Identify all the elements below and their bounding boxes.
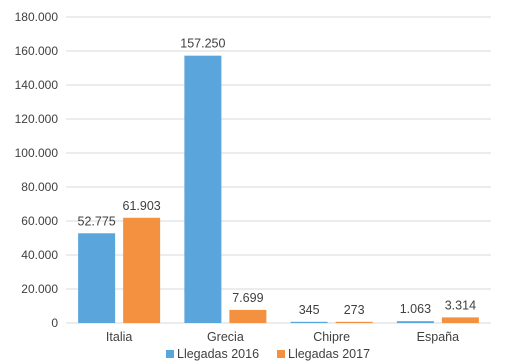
bar-chipre-1 [290,321,328,323]
x-category-label: Italia [106,330,132,344]
data-label: 3.314 [445,298,476,312]
bar-italia-1 [78,233,116,323]
data-label: 345 [299,303,320,317]
legend: Llegadas 2016 Llegadas 2017 [166,347,370,361]
bar-espaa-1 [396,321,434,323]
data-label: 7.699 [232,291,263,305]
y-tick-label: 120.000 [15,112,59,126]
y-tick-label: 0 [51,316,58,330]
y-tick-label: 140.000 [15,78,59,92]
bar-espaa-2 [441,317,479,323]
data-label: 52.775 [78,214,116,228]
x-category-label: España [417,330,459,344]
y-tick-label: 60.000 [21,214,58,228]
y-tick-label: 40.000 [21,248,58,262]
y-axis-tick-labels: 0 20.000 40.000 60.000 80.000 100.000 120.000 1… [15,10,59,330]
data-label: 273 [344,303,365,317]
y-tick-label: 80.000 [21,180,58,194]
legend-swatch [166,350,174,358]
legend-label: Llegadas 2016 [177,347,259,361]
y-tick-label: 180.000 [15,10,59,24]
bar-chipre-2 [335,321,373,323]
data-label: 1.063 [400,302,431,316]
legend-swatch [277,350,285,358]
bar-grecia-1 [184,55,222,324]
data-label: 157.250 [180,37,225,51]
legend-label: Llegadas 2017 [288,347,370,361]
y-tick-label: 100.000 [15,146,59,160]
y-tick-label: 20.000 [21,282,58,296]
x-category-label: Chipre [313,330,350,344]
data-labels: 52.775 61.903 157.250 7.699 345 273 1.063 3.314 [78,37,477,317]
bar-grecia-2 [229,309,267,323]
bars [78,55,479,324]
data-label: 61.903 [123,199,161,213]
bar-italia-2 [123,217,161,323]
x-axis-category-labels: Italia Grecia Chipre España [106,330,459,344]
x-category-label: Grecia [207,330,244,344]
y-tick-label: 160.000 [15,44,59,58]
